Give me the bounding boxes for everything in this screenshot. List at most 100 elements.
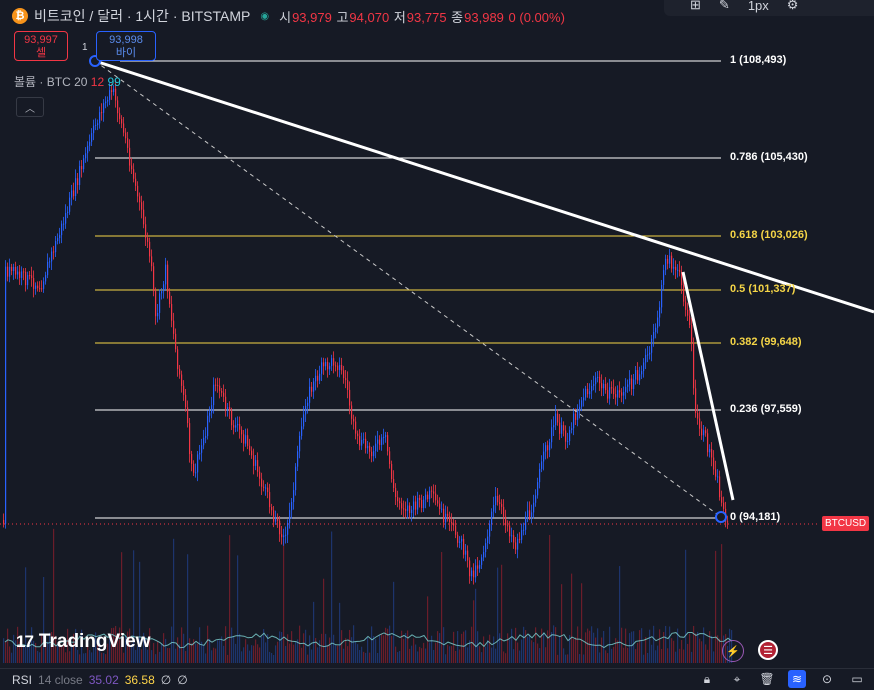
candle-body xyxy=(345,378,347,381)
fib-level-label: 0 (94,181) xyxy=(730,511,781,523)
volume-bar xyxy=(697,631,699,663)
open-value: 93,979 xyxy=(292,9,332,25)
candle-body xyxy=(589,391,591,395)
volume-bar xyxy=(503,651,505,663)
rsi-value-2: 36.58 xyxy=(124,672,155,687)
candle-body xyxy=(27,275,29,286)
candle-body xyxy=(59,235,61,239)
volume-bar xyxy=(313,601,315,663)
volume-bar xyxy=(49,632,51,663)
candle-body xyxy=(593,384,595,386)
pin-icon[interactable]: ⌖ xyxy=(733,671,741,686)
sell-button[interactable]: 93,997 셀 xyxy=(14,31,68,61)
candle-body xyxy=(65,213,67,224)
price-chart[interactable] xyxy=(0,0,874,668)
candle-body xyxy=(447,513,449,517)
volume-bar xyxy=(223,645,225,663)
candle-body xyxy=(79,166,81,186)
quantity-value[interactable]: 1 xyxy=(82,42,88,53)
volume-bar xyxy=(7,628,9,663)
symbol-title[interactable]: 비트코인 / 달러 · 1시간 · BITSTAMP xyxy=(34,8,251,24)
volume-bar xyxy=(567,654,569,663)
volume-bar xyxy=(685,549,687,663)
candle-body xyxy=(597,376,599,378)
candle-body xyxy=(353,418,355,422)
candle-body xyxy=(293,490,295,502)
candle-body xyxy=(393,478,395,489)
fib-diagonal xyxy=(94,60,722,518)
candle-body xyxy=(135,178,137,186)
collapse-legend-button[interactable]: ︿ xyxy=(16,97,44,117)
candle-body xyxy=(3,520,5,524)
candle-body xyxy=(405,509,407,511)
volume-bar xyxy=(75,628,77,663)
volume-bar xyxy=(137,645,139,663)
candle-body xyxy=(201,445,203,453)
volume-period: 20 xyxy=(74,75,88,89)
candle-body xyxy=(585,388,587,398)
volume-legend[interactable]: 볼륨 · BTC 20 12 99 xyxy=(14,73,121,90)
volume-bar xyxy=(381,633,383,663)
candle-body xyxy=(227,407,229,409)
tradingview-brand: 17 TradingView xyxy=(16,631,151,653)
candle-body xyxy=(727,521,729,523)
chart-area[interactable] xyxy=(0,0,874,668)
volume-bar xyxy=(611,648,613,663)
volume-bar xyxy=(305,629,307,663)
candle-body xyxy=(557,413,559,423)
candle-body xyxy=(317,375,319,381)
target-icon[interactable]: ⊙ xyxy=(821,672,833,686)
volume-bar xyxy=(515,627,517,663)
volume-bar xyxy=(353,625,355,663)
volume-bar xyxy=(113,627,115,663)
volume-bar xyxy=(159,651,161,663)
candle-body xyxy=(619,390,621,393)
candle-body xyxy=(467,550,469,561)
candle-body xyxy=(263,486,265,488)
candle-body xyxy=(711,449,713,458)
us-flag-icon[interactable]: ☰ xyxy=(758,640,778,660)
settings-icon[interactable]: ⚙ xyxy=(786,0,799,12)
volume-bar xyxy=(391,635,393,663)
candle-body xyxy=(97,123,99,126)
add-object-icon[interactable]: ⊞ xyxy=(690,0,701,12)
candle-body xyxy=(427,494,429,500)
layers-icon[interactable]: ▭ xyxy=(851,672,863,686)
trash-icon[interactable]: 🗑︎ xyxy=(759,672,775,686)
candle-body xyxy=(33,278,35,289)
rsi-name[interactable]: RSI xyxy=(12,672,33,687)
candle-body xyxy=(91,133,93,142)
candle-body xyxy=(159,293,161,313)
candle-body xyxy=(535,495,537,503)
volume-bar xyxy=(415,644,417,663)
candle-body xyxy=(683,285,685,302)
volume-bar xyxy=(663,632,665,663)
bolt-icon[interactable]: ⚡ xyxy=(722,640,744,662)
volume-bar xyxy=(51,632,53,663)
open-label: 시 xyxy=(279,9,292,25)
candle-body xyxy=(359,436,361,446)
stack-icon[interactable]: ≋ xyxy=(788,670,806,688)
buy-price: 93,998 xyxy=(109,34,143,46)
lock-icon[interactable]: 🔒︎ xyxy=(703,671,711,686)
candle-body xyxy=(239,424,241,430)
buy-button[interactable]: 93,998 바이 xyxy=(96,31,156,61)
volume-bar xyxy=(703,627,705,663)
volume-bar xyxy=(111,628,113,663)
pencil-icon[interactable]: ✎ xyxy=(718,0,730,12)
volume-bar xyxy=(547,630,549,663)
candle-body xyxy=(367,445,369,449)
volume-bar xyxy=(607,653,609,663)
candle-body xyxy=(361,439,363,446)
candle-body xyxy=(487,536,489,544)
volume-bar xyxy=(197,643,199,663)
candle-body xyxy=(503,506,505,517)
line-width-value[interactable]: 1px xyxy=(747,0,769,13)
volume-bar xyxy=(439,633,441,663)
high-label: 고 xyxy=(336,9,349,25)
candle-body xyxy=(657,317,659,328)
volume-bar xyxy=(287,634,289,663)
candle-body xyxy=(177,349,179,369)
volume-bar xyxy=(317,647,319,663)
volume-bar xyxy=(513,649,515,663)
